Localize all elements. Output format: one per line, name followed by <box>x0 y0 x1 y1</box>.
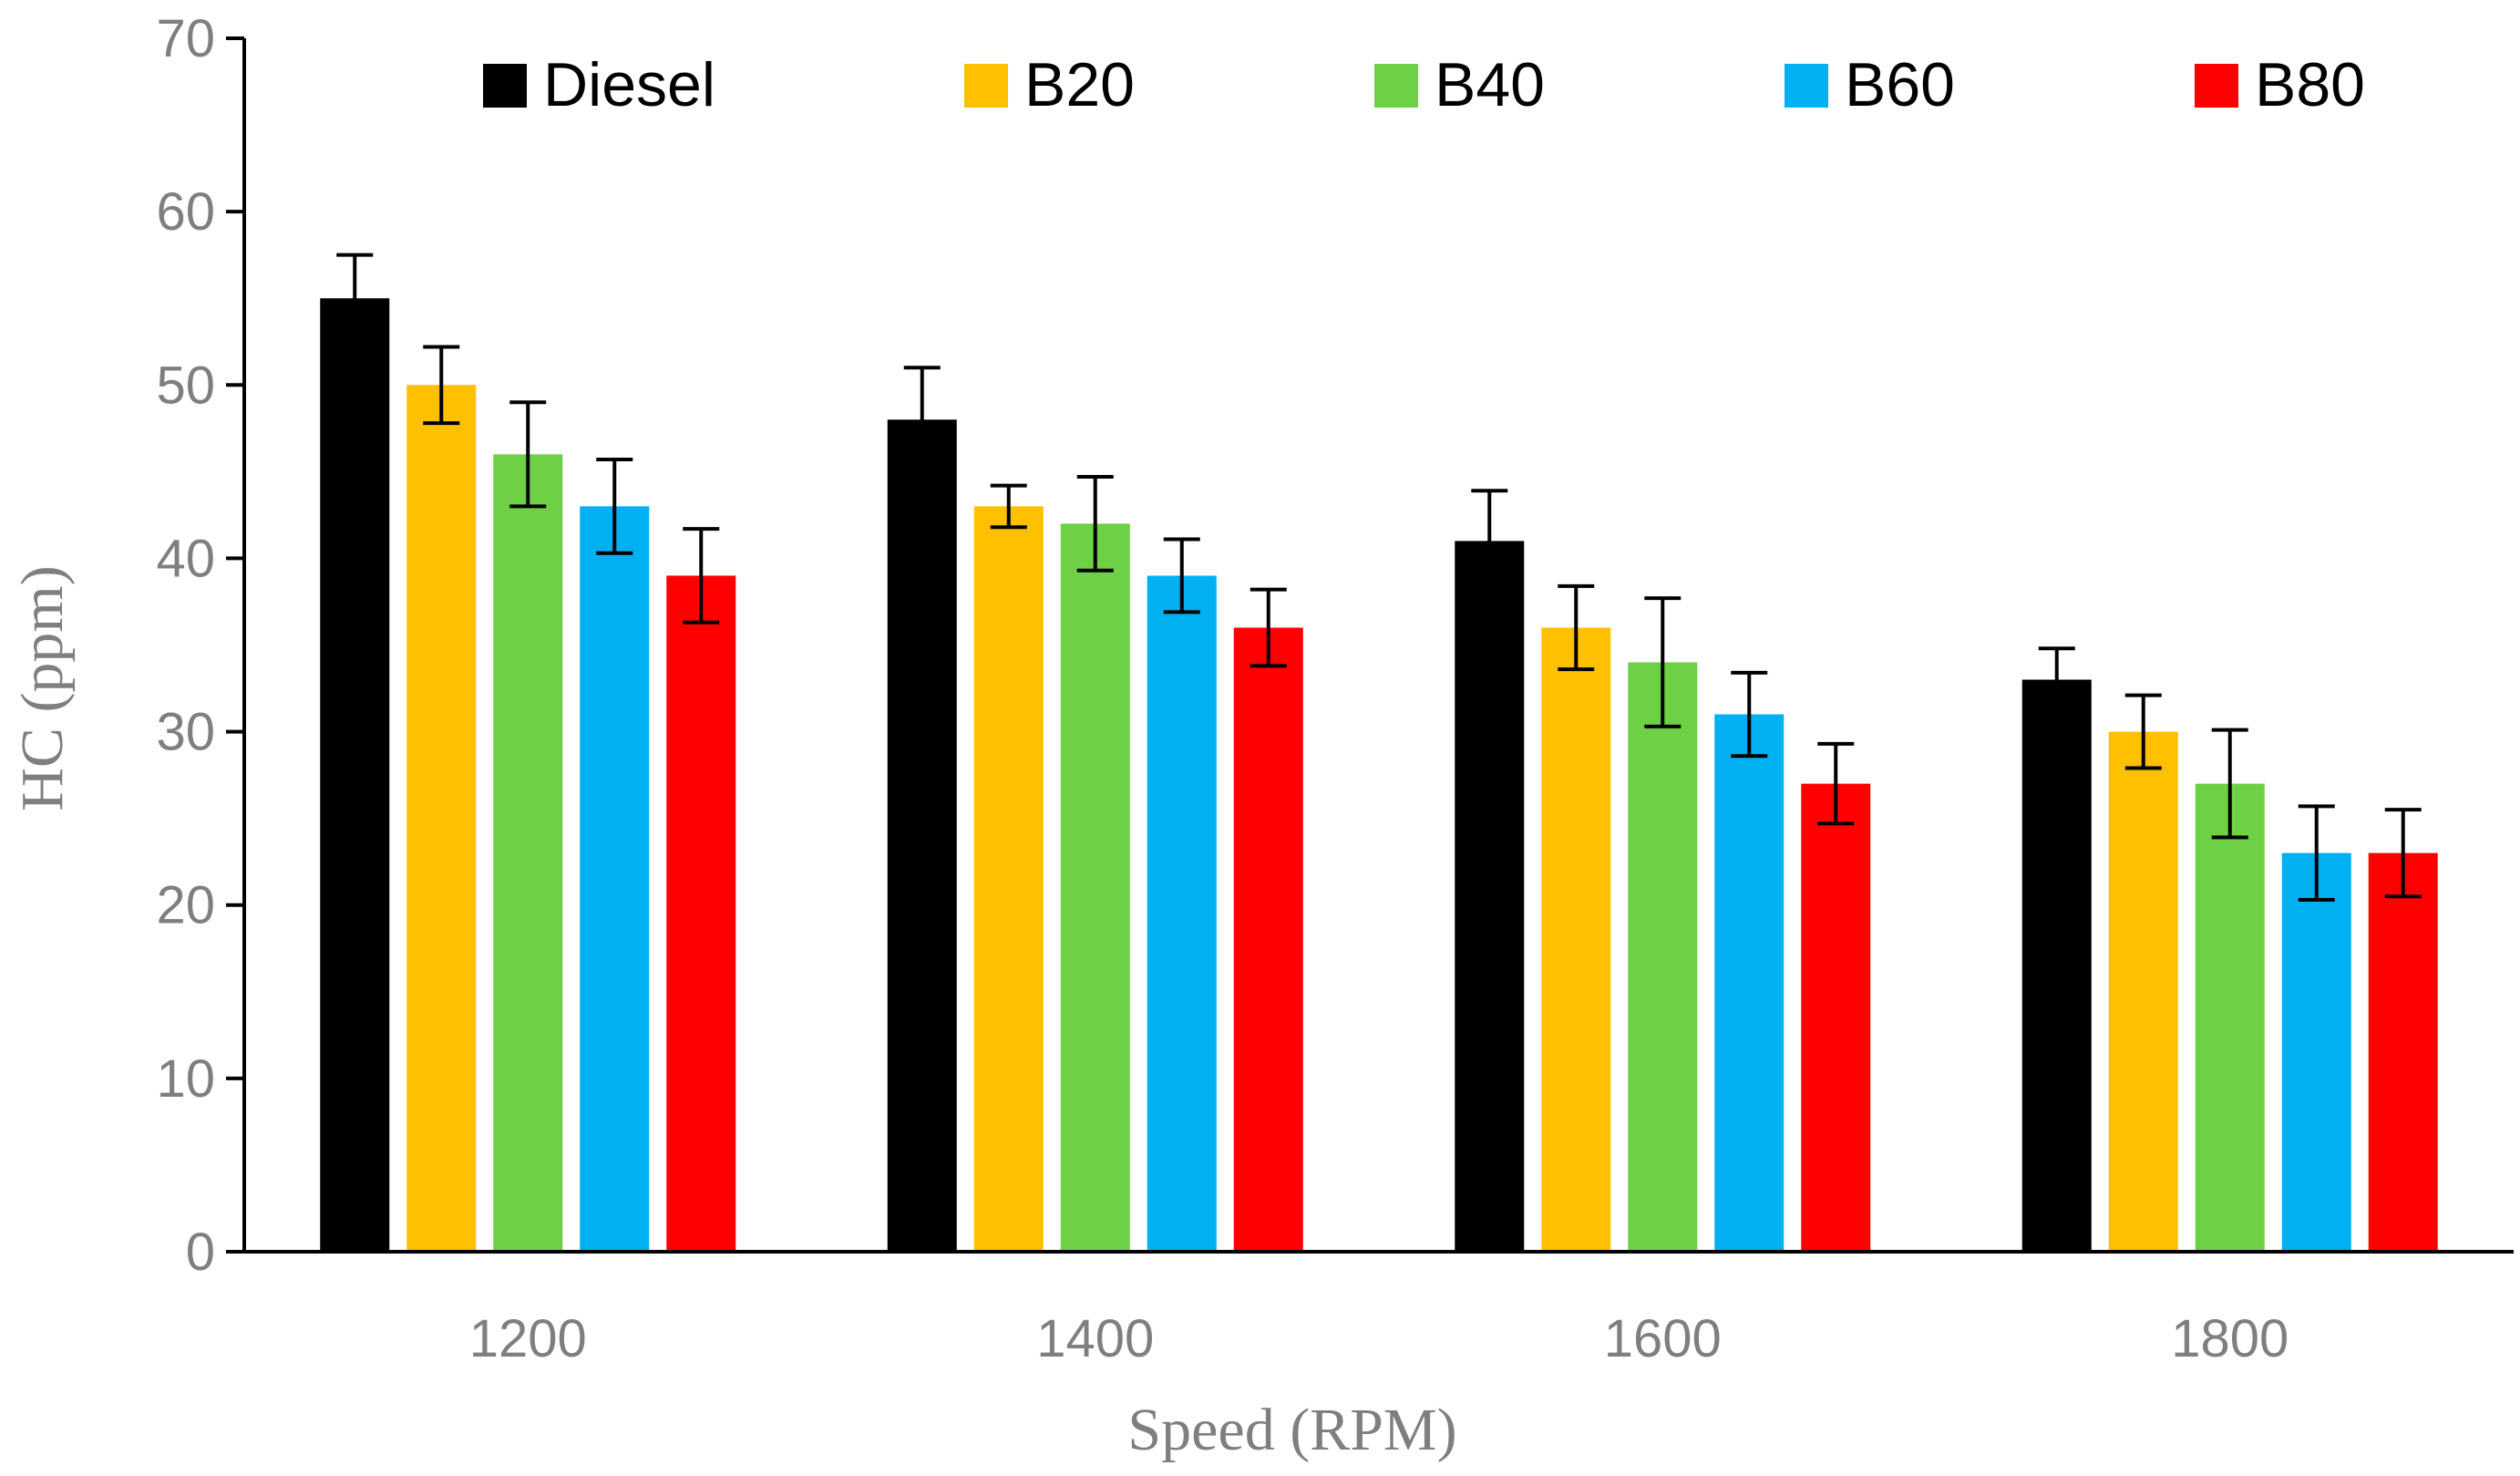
error-bar-b80-1200 <box>683 527 720 624</box>
legend-swatch-b40 <box>1374 64 1418 108</box>
error-bar-diesel-1600 <box>1471 489 1508 593</box>
legend-label-diesel: Diesel <box>543 50 715 119</box>
error-bar-b40-1200 <box>509 400 547 509</box>
y-tick-label: 50 <box>156 356 215 415</box>
error-bar-diesel-1800 <box>2038 646 2075 713</box>
bar-diesel-1600 <box>1455 541 1525 1252</box>
bar-b40-1400 <box>1060 523 1130 1252</box>
bar-diesel-1200 <box>320 298 390 1252</box>
bar-diesel-1800 <box>2021 679 2092 1252</box>
bar-b20-1400 <box>973 506 1044 1252</box>
error-bar-b20-1800 <box>2124 693 2162 770</box>
x-tick-label: 1400 <box>1036 1309 1154 1368</box>
bars <box>320 298 2438 1252</box>
error-bar-b80-1600 <box>1817 741 1855 826</box>
bar-b20-1600 <box>1541 627 1611 1252</box>
y-axis-title: HC (ppm) <box>9 565 76 810</box>
legend-label-b40: B40 <box>1435 50 1545 119</box>
error-bars <box>336 253 2422 903</box>
x-axis-ticks: 1200 1400 1600 1800 <box>469 1309 2289 1368</box>
legend-label-b20: B20 <box>1024 50 1135 119</box>
error-bar-b40-1800 <box>2211 728 2248 840</box>
y-tick-label: 0 <box>186 1223 215 1282</box>
bar-b80-1400 <box>1233 627 1303 1252</box>
error-bar-b80-1400 <box>1250 587 1287 668</box>
y-tick-label: 20 <box>156 876 215 935</box>
bar-b20-1200 <box>406 385 477 1252</box>
x-axis-title: Speed (RPM) <box>1127 1397 1456 1463</box>
bar-b60-1800 <box>2281 852 2351 1252</box>
legend: Diesel B20 B40 B60 B80 <box>483 50 2365 119</box>
legend-swatch-b80 <box>2195 64 2238 108</box>
error-bar-b20-1400 <box>990 483 1027 530</box>
bar-b40-1800 <box>2195 783 2265 1252</box>
bar-b60-1200 <box>580 506 650 1252</box>
legend-label-b80: B80 <box>2255 50 2365 119</box>
bar-diesel-1400 <box>887 419 957 1252</box>
error-bar-b80-1800 <box>2384 808 2422 899</box>
bar-b40-1600 <box>1628 662 1698 1252</box>
x-tick-label: 1200 <box>469 1309 587 1368</box>
x-tick-label: 1600 <box>1604 1309 1722 1368</box>
error-bar-b60-1600 <box>1731 670 1768 759</box>
error-bar-b20-1600 <box>1558 583 1595 672</box>
x-tick-label: 1800 <box>2171 1309 2289 1368</box>
error-bar-diesel-1400 <box>903 366 941 474</box>
error-bar-b20-1200 <box>423 345 460 426</box>
legend-label-b60: B60 <box>1845 50 1955 119</box>
error-bar-b60-1800 <box>2298 804 2335 903</box>
y-tick-label: 60 <box>156 182 215 242</box>
bar-b60-1400 <box>1147 575 1217 1252</box>
y-tick-label: 10 <box>156 1049 215 1109</box>
error-bar-b40-1400 <box>1076 475 1114 573</box>
legend-swatch-b20 <box>964 64 1008 108</box>
error-bar-b60-1200 <box>596 458 633 555</box>
y-tick-label: 40 <box>156 529 215 588</box>
bar-b80-1600 <box>1801 783 1871 1252</box>
bar-b80-1200 <box>666 575 736 1252</box>
bar-b60-1600 <box>1714 714 1785 1252</box>
error-bar-diesel-1200 <box>336 253 374 344</box>
y-axis-ticks: 0 10 20 30 40 50 60 70 <box>156 9 244 1282</box>
y-tick-label: 70 <box>156 9 215 68</box>
legend-swatch-b60 <box>1785 64 1828 108</box>
legend-swatch-diesel <box>483 64 527 108</box>
y-tick-label: 30 <box>156 703 215 762</box>
error-bar-b40-1600 <box>1644 596 1682 728</box>
error-bar-b60-1400 <box>1163 537 1200 614</box>
bar-b80-1800 <box>2368 852 2438 1252</box>
bar-b40-1200 <box>493 454 563 1252</box>
bar-b20-1800 <box>2108 731 2178 1252</box>
